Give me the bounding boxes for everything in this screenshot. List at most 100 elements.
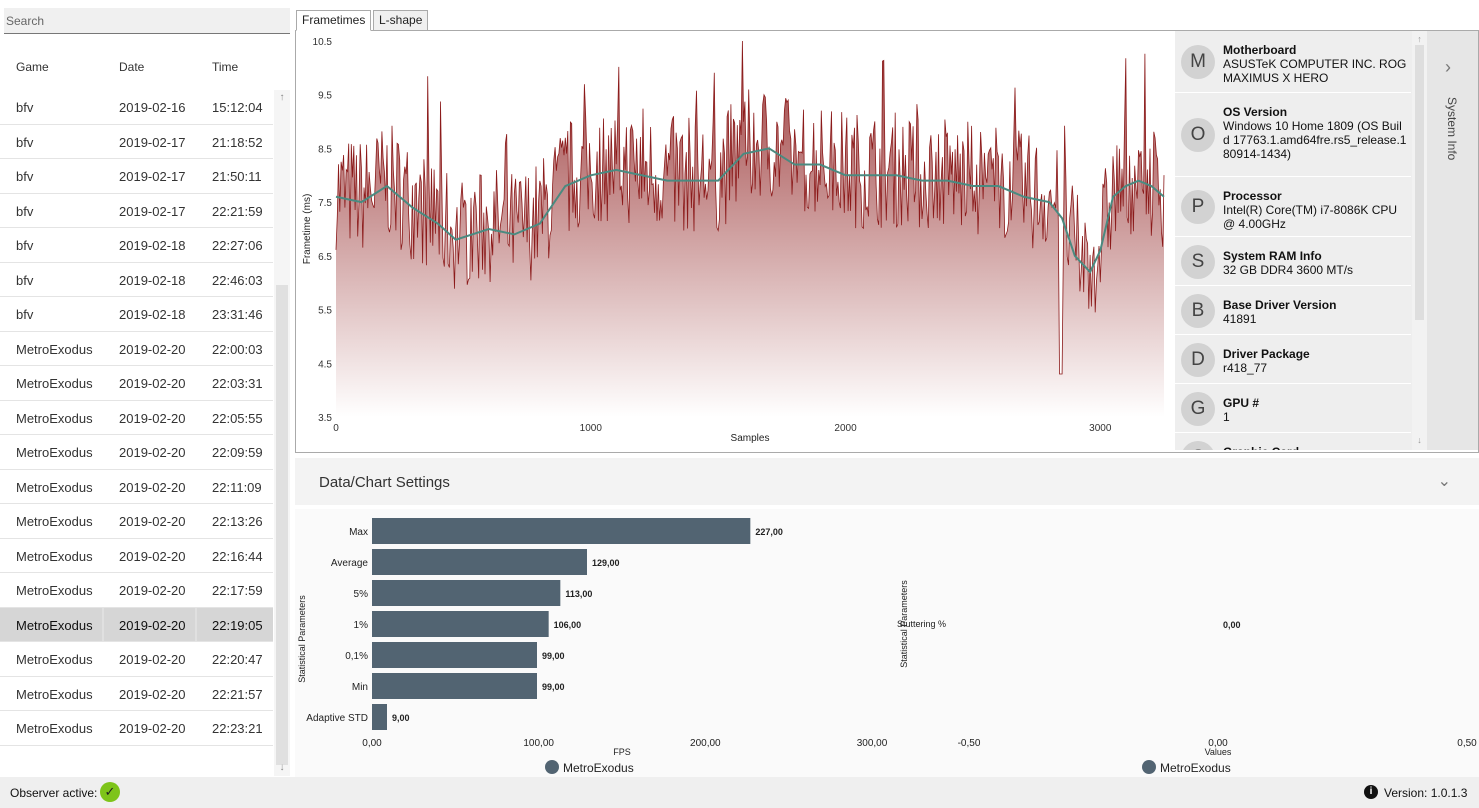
system-info-value: Intel(R) Core(TM) i7-8086K CPU @ 4.00GHz xyxy=(1223,203,1398,231)
game-cell: MetroExodus xyxy=(16,583,93,598)
system-info-item: S System RAM Info 32 GB DDR4 3600 MT/s xyxy=(1175,237,1411,286)
time-cell: 22:17:59 xyxy=(212,583,263,598)
table-row[interactable]: bfv 2019-02-17 22:21:59 xyxy=(0,194,273,228)
legend-label: MetroExodus xyxy=(563,761,634,775)
time-cell: 22:23:21 xyxy=(212,721,263,736)
date-cell: 2019-02-20 xyxy=(119,583,186,598)
date-cell: 2019-02-18 xyxy=(119,238,186,253)
date-cell: 2019-02-18 xyxy=(119,272,186,288)
table-row[interactable]: bfv 2019-02-18 23:31:46 xyxy=(0,297,273,332)
statistics-charts: Max 227,00 Average 129,00 5% 113,00 1% 106,00 0,… xyxy=(297,518,1477,775)
table-row[interactable]: bfv 2019-02-18 22:27:06 xyxy=(0,228,273,263)
table-row[interactable]: MetroExodus 2019-02-20 22:20:47 xyxy=(0,642,273,677)
system-info-value: 32 GB DDR4 3600 MT/s xyxy=(1223,263,1354,277)
table-row[interactable]: MetroExodus 2019-02-20 22:23:21 xyxy=(0,711,273,746)
scroll-up-icon[interactable]: ↑ xyxy=(1417,34,1422,44)
time-cell: 22:00:03 xyxy=(212,341,263,357)
table-row[interactable]: MetroExodus 2019-02-20 22:13:26 xyxy=(0,504,273,539)
stat-bar xyxy=(372,611,549,637)
bar-value-label: 99,00 xyxy=(542,651,565,661)
game-cell: bfv xyxy=(16,203,34,219)
table-row[interactable]: bfv 2019-02-17 21:18:52 xyxy=(0,125,273,159)
system-info-sidebar[interactable]: › System Info xyxy=(1427,31,1478,450)
y-tick-label: 3.5 xyxy=(318,413,332,424)
session-list: bfv 2019-02-16 15:12:04 bfv 2019-02-17 21:18:… xyxy=(0,90,273,748)
system-info-scrollbar[interactable]: ↑ ↓ xyxy=(1412,31,1427,450)
game-cell: MetroExodus xyxy=(16,686,93,702)
table-row[interactable]: MetroExodus 2019-02-20 22:00:03 xyxy=(0,332,273,366)
system-info-list: M Motherboard ASUSTeK COMPUTER INC. ROG MA… xyxy=(1175,31,1427,450)
x-axis-label: Values xyxy=(1205,747,1232,757)
category-label: 5% xyxy=(354,589,369,600)
time-cell: 22:05:55 xyxy=(212,410,263,426)
system-info-item: O OS Version Windows 10 Home 1809 (OS Buil… xyxy=(1175,93,1411,177)
time-cell: 22:46:03 xyxy=(212,272,263,288)
session-list-scrollbar[interactable]: ↑ ↓ xyxy=(274,90,290,776)
table-row[interactable]: MetroExodus 2019-02-20 22:17:59 xyxy=(0,573,273,608)
date-cell: 2019-02-20 xyxy=(119,376,186,391)
y-tick-label: 6.5 xyxy=(318,252,332,263)
table-row[interactable]: MetroExodus 2019-02-20 22:21:57 xyxy=(0,677,273,711)
scroll-down-icon[interactable]: ↓ xyxy=(1417,435,1422,445)
game-cell: bfv xyxy=(16,169,34,184)
table-row[interactable]: MetroExodus 2019-02-20 22:16:44 xyxy=(0,539,273,573)
scroll-thumb[interactable] xyxy=(1415,45,1424,320)
list-header: Game Date Time xyxy=(0,52,290,82)
data-chart-settings-expander[interactable]: Data/Chart Settings ⌄ xyxy=(295,458,1479,505)
column-header-time[interactable]: Time xyxy=(212,60,239,74)
y-axis-label: Statistical Parameters xyxy=(297,595,307,683)
game-cell: bfv xyxy=(16,100,34,115)
info-icon[interactable]: i xyxy=(1364,785,1378,799)
chevron-down-icon[interactable]: ⌄ xyxy=(1437,473,1451,490)
time-cell: 22:19:05 xyxy=(212,617,263,633)
date-cell: 2019-02-20 xyxy=(119,410,186,426)
bar-value-label: 0,00 xyxy=(1223,620,1241,630)
scroll-up-icon[interactable]: ↑ xyxy=(279,92,285,103)
tab-frametimes[interactable]: Frametimes xyxy=(296,10,372,31)
date-cell: 2019-02-20 xyxy=(119,514,186,529)
y-axis-label: Frametime (ms) xyxy=(302,194,313,265)
x-tick-label: 1000 xyxy=(580,423,603,434)
scroll-thumb[interactable] xyxy=(276,285,288,765)
time-cell: 21:50:11 xyxy=(212,169,262,184)
stat-bar xyxy=(372,518,751,544)
date-cell: 2019-02-16 xyxy=(119,100,186,115)
table-row[interactable]: MetroExodus 2019-02-20 22:03:31 xyxy=(0,366,273,401)
bar-value-label: 106,00 xyxy=(554,620,582,630)
checkmark-icon: ✓ xyxy=(100,782,120,802)
time-cell: 15:12:04 xyxy=(212,100,263,115)
table-row[interactable]: MetroExodus 2019-02-20 22:05:55 xyxy=(0,401,273,435)
letter-avatar-icon: D xyxy=(1181,342,1215,377)
scroll-down-icon[interactable]: ↓ xyxy=(279,762,285,773)
tab-l-shape[interactable]: L-shape xyxy=(373,10,429,31)
letter-avatar-icon: G xyxy=(1181,391,1215,426)
table-row[interactable]: MetroExodus 2019-02-20 22:11:09 xyxy=(0,470,273,504)
stat-bar xyxy=(372,673,537,699)
table-row[interactable]: bfv 2019-02-17 21:50:11 xyxy=(0,159,273,194)
chevron-right-icon[interactable]: › xyxy=(1445,57,1451,77)
system-info-item: B Base Driver Version 41891 xyxy=(1175,286,1411,335)
date-cell: 2019-02-20 xyxy=(119,721,186,736)
legend-marker xyxy=(1142,760,1156,774)
search-input[interactable]: Search xyxy=(4,8,290,34)
column-header-date[interactable]: Date xyxy=(119,60,145,74)
y-axis-label: Statistical Parameters xyxy=(899,580,909,668)
table-row[interactable]: MetroExodus 2019-02-20 22:09:59 xyxy=(0,435,273,470)
letter-avatar-icon: S xyxy=(1181,244,1215,279)
x-tick-label: 0,00 xyxy=(1208,738,1228,749)
system-info-title: Base Driver Version xyxy=(1223,298,1337,312)
system-info-item: M Motherboard ASUSTeK COMPUTER INC. ROG MA… xyxy=(1175,31,1411,93)
game-cell: MetroExodus xyxy=(16,479,93,495)
table-row[interactable]: bfv 2019-02-18 22:46:03 xyxy=(0,263,273,297)
letter-avatar-icon: P xyxy=(1181,190,1215,224)
y-tick-label: 5.5 xyxy=(318,306,332,317)
game-cell: MetroExodus xyxy=(16,341,93,357)
bar-value-label: 227,00 xyxy=(755,527,783,537)
column-header-game[interactable]: Game xyxy=(16,60,49,74)
system-info-value: Windows 10 Home 1809 (OS Build 17763.1.a… xyxy=(1223,119,1407,161)
table-row[interactable]: bfv 2019-02-16 15:12:04 xyxy=(0,90,273,125)
x-tick-label: 0 xyxy=(333,423,339,434)
date-cell: 2019-02-20 xyxy=(119,652,186,667)
time-cell: 22:27:06 xyxy=(212,238,263,253)
table-row[interactable]: MetroExodus 2019-02-20 22:19:05 xyxy=(0,607,273,642)
